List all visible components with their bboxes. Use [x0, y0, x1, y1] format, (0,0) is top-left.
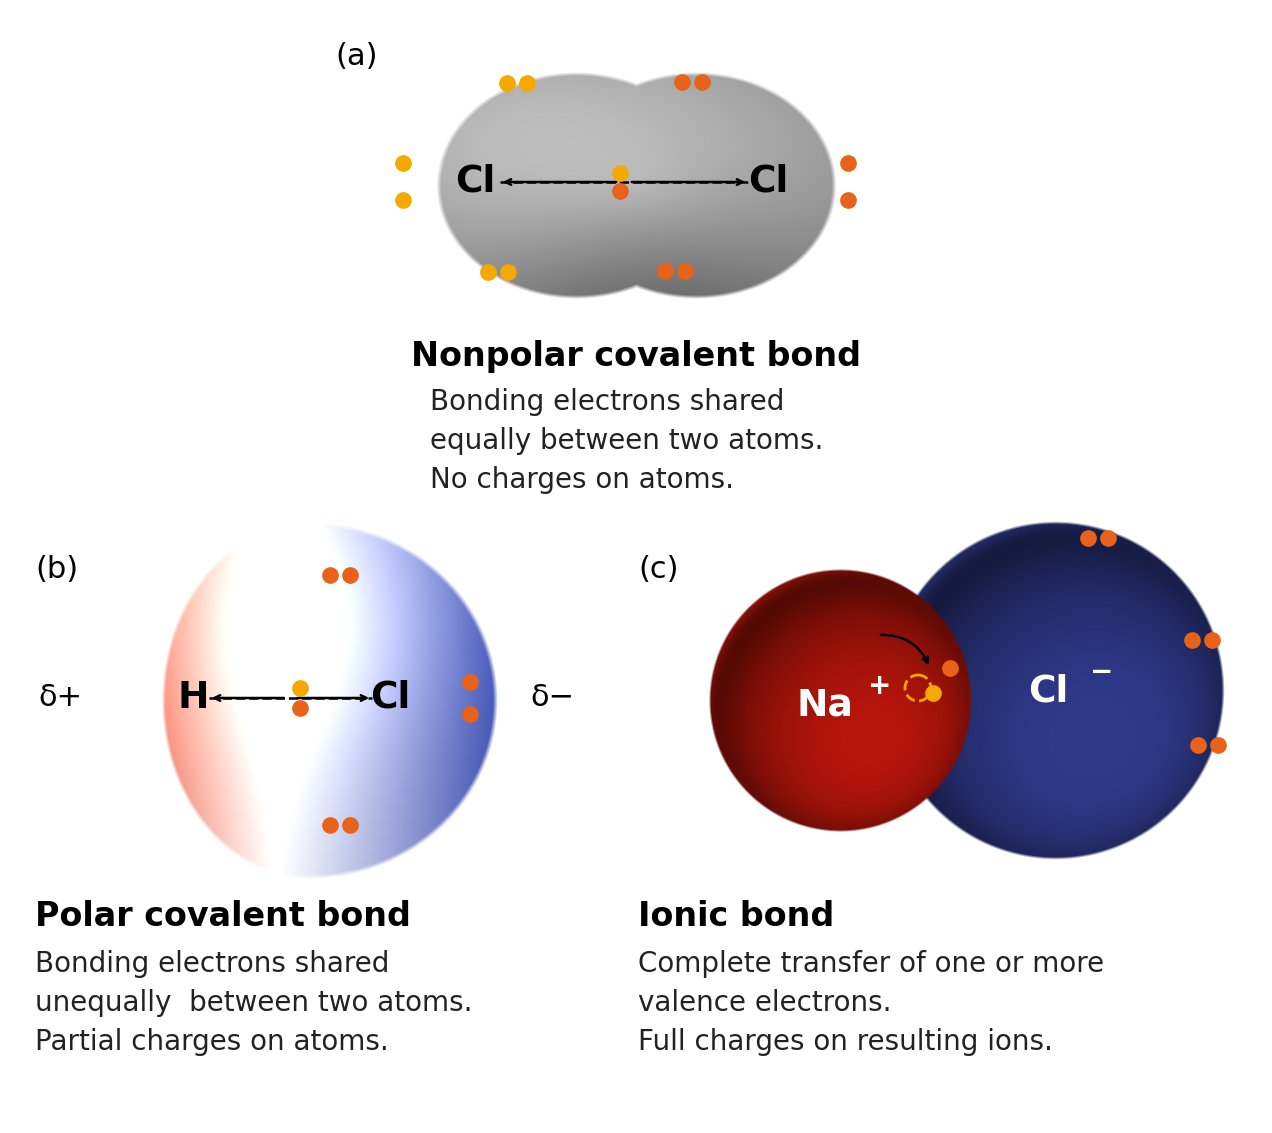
- Text: −: −: [1090, 658, 1113, 685]
- Text: Na: Na: [796, 687, 854, 723]
- Text: Bonding electrons shared
unequally  between two atoms.
Partial charges on atoms.: Bonding electrons shared unequally betwe…: [36, 949, 472, 1056]
- Text: (b): (b): [36, 555, 78, 583]
- Text: Cl: Cl: [370, 680, 410, 716]
- Text: Polar covalent bond: Polar covalent bond: [36, 900, 411, 932]
- Text: (c): (c): [639, 555, 678, 583]
- Text: δ−: δ−: [530, 683, 574, 713]
- Text: δ+: δ+: [38, 683, 83, 713]
- Text: (a): (a): [335, 42, 378, 71]
- Text: Cl: Cl: [455, 164, 495, 201]
- Text: H: H: [177, 680, 209, 716]
- Text: Ionic bond: Ionic bond: [639, 900, 834, 932]
- Text: Cl: Cl: [748, 164, 789, 201]
- Text: Complete transfer of one or more
valence electrons.
Full charges on resulting io: Complete transfer of one or more valence…: [639, 949, 1104, 1056]
- Text: Bonding electrons shared
equally between two atoms.
No charges on atoms.: Bonding electrons shared equally between…: [430, 387, 823, 494]
- Text: Nonpolar covalent bond: Nonpolar covalent bond: [411, 340, 861, 373]
- Text: Cl: Cl: [1028, 674, 1068, 710]
- Text: +: +: [868, 672, 892, 700]
